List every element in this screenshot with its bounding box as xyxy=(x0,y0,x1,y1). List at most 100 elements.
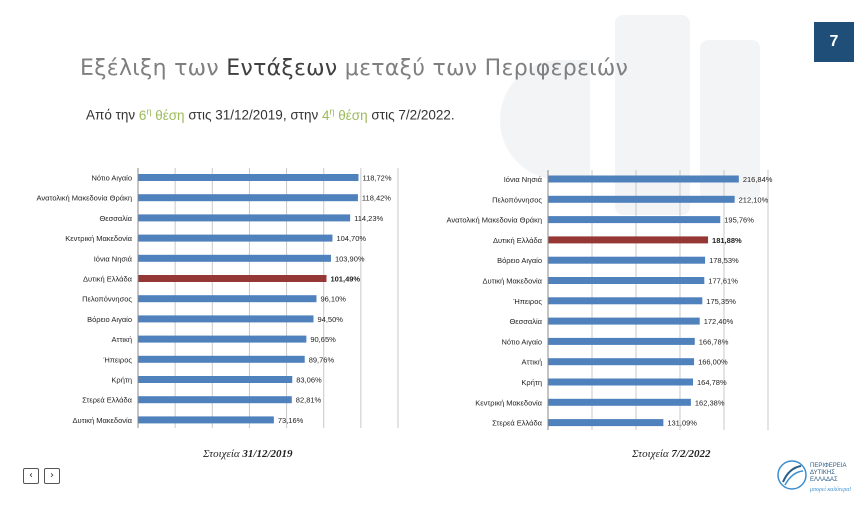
subtitle-highlight-2: 4η θέση xyxy=(322,106,368,123)
caption-2019: Στοιχεία 31/12/2019 xyxy=(203,448,293,460)
category-label: Στερεά Ελλάδα xyxy=(82,396,133,405)
title-part-2: Εντάξεων xyxy=(226,56,338,81)
background-decoration xyxy=(700,40,760,200)
title-part-3: μεταξύ των Περιφερειών xyxy=(337,56,629,81)
bar xyxy=(138,295,317,303)
bar xyxy=(548,277,705,284)
logo-emblem-icon xyxy=(777,460,807,490)
slide-title: Εξέλιξη των Εντάξεων μεταξύ των Περιφερε… xyxy=(80,56,628,81)
category-label: Βόρειο Αιγαίο xyxy=(497,256,542,265)
data-label: 83,06% xyxy=(296,376,322,385)
category-label: Δυτική Μακεδονία xyxy=(72,416,132,425)
bar xyxy=(138,335,307,343)
bar xyxy=(138,194,358,202)
bar xyxy=(138,214,351,222)
category-label: Ανατολική Μακεδονία Θράκη xyxy=(447,216,542,225)
logo-text: ΠΕΡΙΦΕΡΕΙΑ ΔΥΤΙΚΗΣ ΕΛΛΑΔΑΣ xyxy=(810,463,847,483)
slide-subtitle: Από την 6η θέση στις 31/12/2019, στην 4η… xyxy=(86,106,455,123)
bar xyxy=(138,275,327,282)
bar xyxy=(138,355,305,363)
bar xyxy=(548,398,691,406)
bar xyxy=(138,376,293,383)
category-label: Δυτική Ελλάδα xyxy=(493,236,543,245)
data-label: 118,72% xyxy=(362,174,391,183)
category-label: Στερεά Ελλάδα xyxy=(492,419,543,428)
category-label: Ήπειρος xyxy=(102,355,132,364)
data-label: 216,84% xyxy=(743,175,773,184)
bar xyxy=(138,315,314,323)
bar xyxy=(548,378,694,386)
category-label: Ιόνια Νησιά xyxy=(94,254,133,263)
subtitle-text-b: στις 31/12/2019, στην xyxy=(184,107,322,123)
subtitle-text-c: στις 7/2/2022. xyxy=(367,107,455,123)
bar xyxy=(548,419,664,427)
bar xyxy=(138,396,292,404)
data-label: 166,78% xyxy=(699,337,729,346)
subtitle-highlight-1: 6η θέση xyxy=(138,106,185,123)
data-label: 114,23% xyxy=(354,214,383,223)
region-logo: ΠΕΡΙΦΕΡΕΙΑ ΔΥΤΙΚΗΣ ΕΛΛΑΔΑΣ μπορεί καλύτε… xyxy=(777,458,859,498)
data-label: 131,09% xyxy=(667,419,697,428)
category-label: Νότιο Αιγαίο xyxy=(501,337,542,346)
category-label: Ανατολική Μακεδονία Θράκη xyxy=(37,194,132,203)
category-label: Πελοπόννησος xyxy=(82,295,132,304)
data-label: 175,35% xyxy=(706,297,736,306)
category-label: Θεσσαλία xyxy=(509,317,542,326)
bar xyxy=(548,317,700,325)
data-label: 94,50% xyxy=(318,315,344,324)
data-label: 73,16% xyxy=(278,416,304,425)
category-label: Δυτική Ελλάδα xyxy=(83,275,133,284)
category-label: Ήπειρος xyxy=(512,297,542,306)
data-label: 212,10% xyxy=(739,195,769,204)
category-label: Κρήτη xyxy=(111,376,132,385)
category-label: Βόρειο Αιγαίο xyxy=(87,315,132,324)
bar xyxy=(548,297,703,305)
subtitle-text-a: Από την xyxy=(86,107,139,123)
logo-slogan: μπορεί καλύτερα! xyxy=(810,487,852,493)
background-decoration xyxy=(500,60,590,180)
page-number-badge: 7 xyxy=(814,22,854,62)
category-label: Κεντρική Μακεδονία xyxy=(65,234,132,243)
data-label: 96,10% xyxy=(320,295,346,304)
data-label: 178,53% xyxy=(709,256,739,265)
bar xyxy=(138,234,333,242)
category-label: Ιόνια Νησιά xyxy=(504,175,543,184)
category-label: Κρήτη xyxy=(521,378,542,387)
bar xyxy=(548,195,735,203)
prev-slide-button[interactable]: ‹ xyxy=(23,468,39,484)
title-part-1: Εξέλιξη των xyxy=(80,56,227,81)
bar xyxy=(548,256,706,264)
category-label: Κεντρική Μακεδονία xyxy=(475,398,542,407)
next-slide-button[interactable]: › xyxy=(44,468,60,484)
data-label: 101,49% xyxy=(330,275,360,284)
bar xyxy=(548,236,709,244)
data-label: 82,81% xyxy=(296,396,322,405)
data-label: 104,70% xyxy=(336,234,366,243)
data-label: 166,00% xyxy=(698,358,728,367)
data-label: 89,76% xyxy=(309,355,335,364)
data-label: 195,76% xyxy=(724,216,754,225)
data-label: 90,65% xyxy=(310,335,336,344)
bar xyxy=(548,216,721,224)
data-label: 164,78% xyxy=(697,378,727,387)
bar xyxy=(138,416,274,424)
data-label: 118,42% xyxy=(362,194,391,203)
data-label: 172,40% xyxy=(704,317,734,326)
bar xyxy=(138,174,359,181)
caption-2022: Στοιχεία 7/2/2022 xyxy=(632,448,711,460)
data-label: 177,61% xyxy=(708,277,738,286)
category-label: Αττική xyxy=(521,358,542,367)
data-label: 162,38% xyxy=(695,398,725,407)
category-label: Πελοπόννησος xyxy=(492,195,542,204)
bar xyxy=(548,337,695,345)
category-label: Νότιο Αιγαίο xyxy=(91,174,132,183)
bar xyxy=(548,358,695,366)
category-label: Αττική xyxy=(111,335,132,344)
data-label: 181,88% xyxy=(712,236,742,245)
bar xyxy=(138,254,331,262)
category-label: Θεσσαλία xyxy=(99,214,132,223)
data-label: 103,90% xyxy=(335,254,365,263)
category-label: Δυτική Μακεδονία xyxy=(482,277,542,286)
